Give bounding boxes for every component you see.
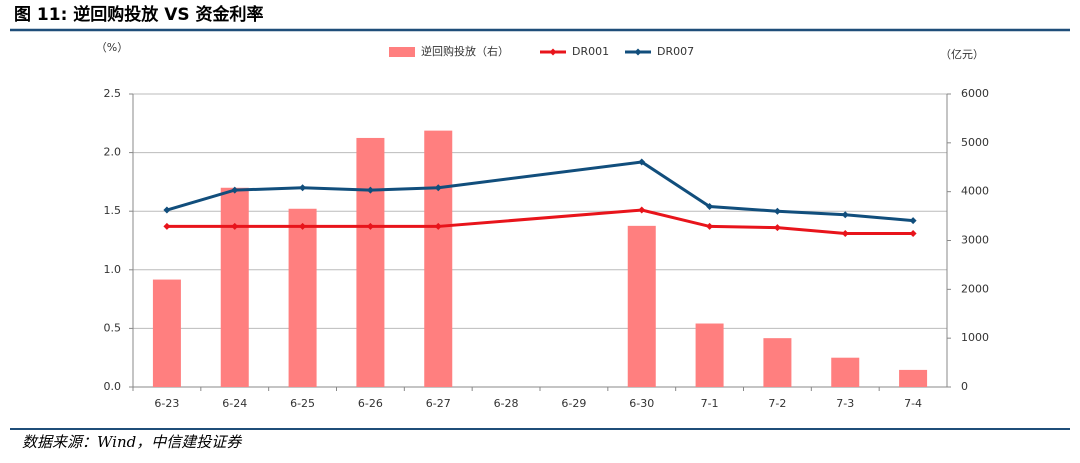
y-tick-label: 2.0 [104,146,122,159]
marker [841,229,849,237]
x-tick-label: 7-1 [701,397,719,410]
legend-swatch [389,47,415,57]
marker [773,207,781,215]
bar [831,357,860,387]
marker [299,184,307,192]
y-tick-label: 1.5 [104,204,122,217]
marker [366,186,374,194]
x-tick-label: 6-26 [358,397,383,410]
x-tick-label: 6-30 [629,397,654,410]
marker [706,222,714,230]
y2-axis-unit: （亿元） [940,48,984,61]
bar [899,369,928,387]
y2-tick-label: 0 [961,380,968,393]
bar [152,279,181,387]
bar [763,338,792,387]
marker [299,222,307,230]
source: 数据来源：Wind，中信建投证券 [22,433,242,451]
x-tick-label: 6-28 [494,397,519,410]
marker [638,158,646,166]
y-tick-label: 1.0 [104,263,122,276]
chart-title: 图 11: 逆回购投放 VS 资金利率 [14,4,264,25]
y2-tick-label: 5000 [961,136,989,149]
x-tick-label: 7-4 [904,397,922,410]
bar [220,187,249,387]
marker [909,217,917,225]
x-tick-label: 6-25 [290,397,315,410]
marker [163,206,171,214]
marker [231,222,239,230]
y-tick-label: 2.5 [104,87,122,100]
y2-tick-label: 6000 [961,87,989,100]
y2-tick-label: 1000 [961,331,989,344]
bar [627,225,656,387]
y-axis-unit: （%） [96,41,128,54]
x-tick-label: 7-2 [768,397,786,410]
line [166,208,914,235]
marker [434,184,442,192]
line [166,160,914,223]
marker [638,206,646,214]
y-tick-label: 0.5 [104,321,122,334]
legend-label: 逆回购投放（右） [421,44,509,58]
marker [366,222,374,230]
marker [773,224,781,232]
bar [356,137,385,387]
marker [706,203,714,211]
legend-marker [634,48,642,56]
x-tick-label: 6-23 [154,397,179,410]
y2-tick-label: 2000 [961,282,989,295]
x-tick-label: 7-3 [836,397,854,410]
legend-label: DR007 [657,45,694,58]
bar [695,323,724,387]
x-tick-label: 6-24 [222,397,247,410]
y-tick-label: 0.0 [104,380,122,393]
marker [841,211,849,219]
marker [231,186,239,194]
x-tick-label: 6-27 [426,397,451,410]
marker [909,229,917,237]
bar [424,130,453,387]
marker [434,222,442,230]
bar [288,208,317,387]
legend-marker [549,48,557,56]
x-tick-label: 6-29 [561,397,586,410]
marker [163,222,171,230]
legend-label: DR001 [572,45,609,58]
y2-tick-label: 3000 [961,234,989,247]
y2-tick-label: 4000 [961,185,989,198]
